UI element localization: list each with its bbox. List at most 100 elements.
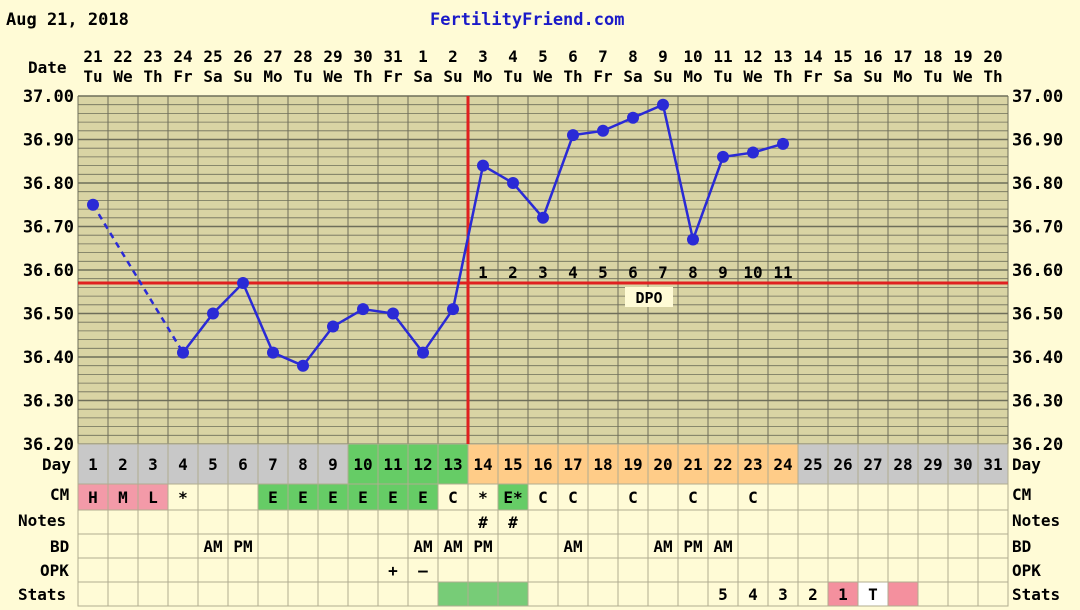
notes-cell [227,509,259,535]
stats-cell [677,581,709,607]
cm-cell [377,483,409,511]
weekday-header: Sa [833,67,852,86]
bd-cell [467,533,499,559]
chart-date: Aug 21, 2018 [6,10,129,30]
date-header: 13 [773,47,792,66]
bd-cell [857,533,889,559]
notes-cell [377,509,409,535]
stats-cell-text: 3 [778,585,788,604]
y-tick-label-left: 36.20 [23,435,74,455]
day-cell-text: 9 [328,455,338,474]
notes-cell [767,509,799,535]
opk-cell [197,557,229,583]
stats-cell [377,581,409,607]
day-cell [167,443,199,485]
notes-cell [737,509,769,535]
day-cell-text: 18 [593,455,612,474]
bd-cell-text: AM [413,537,432,556]
y-tick-label-right: 36.40 [1012,348,1063,368]
temperature-gap-line [91,204,185,354]
stats-cell [257,581,289,607]
bd-row-label-left: BD [50,537,69,556]
stats-cell [497,581,529,607]
day-cell [467,443,499,485]
day-cell-text: 10 [353,455,372,474]
day-cell-text: 17 [563,455,582,474]
opk-cell [857,557,889,583]
weekday-header: Sa [413,67,432,86]
notes-cell [347,509,379,535]
date-header: 10 [683,47,702,66]
date-header: 20 [983,47,1002,66]
y-tick-label-right: 36.30 [1012,392,1063,412]
temperature-point [417,346,429,359]
stats-cell [107,581,139,607]
date-header: 24 [173,47,192,66]
day-cell-text: 27 [863,455,882,474]
bd-cell [287,533,319,559]
dpo-number: 6 [628,263,638,282]
bd-cell [887,533,919,559]
cm-cell [347,483,379,511]
date-header: 1 [418,47,428,66]
cm-cell [287,483,319,511]
stats-row-label-right: Stats [1012,585,1060,604]
dpo-number: 1 [478,263,488,282]
bd-cell [767,533,799,559]
notes-cell [887,509,919,535]
cm-cell [617,483,649,511]
stats-cell [767,581,799,607]
notes-cell [527,509,559,535]
day-cell-text: 5 [208,455,218,474]
stats-cell [467,581,499,607]
date-header: 22 [113,47,132,66]
notes-cell [677,509,709,535]
day-cell [407,443,439,485]
day-cell [977,443,1009,485]
cm-row-label-right: CM [1012,485,1031,504]
opk-cell [977,557,1009,583]
date-header: 6 [568,47,578,66]
temperature-point [267,346,279,359]
weekday-header: Fr [173,67,192,86]
temperature-point [627,111,639,124]
stats-cell-text: 4 [748,585,758,604]
temperature-point [177,346,189,359]
bd-cell [797,533,829,559]
date-header: 21 [83,47,102,66]
day-cell-text: 21 [683,455,702,474]
dpo-number: 8 [688,263,698,282]
stats-cell [527,581,559,607]
opk-cell [947,557,979,583]
opk-cell [557,557,589,583]
weekday-header: Th [143,67,162,86]
bd-cell [527,533,559,559]
cm-cell [317,483,349,511]
opk-cell [497,557,529,583]
stats-cell [347,581,379,607]
day-cell-text: 28 [893,455,912,474]
opk-cell [767,557,799,583]
day-cell [227,443,259,485]
day-cell [707,443,739,485]
stats-cell [857,581,889,607]
opk-cell [677,557,709,583]
stats-cell [77,581,109,607]
y-tick-label-left: 36.50 [23,305,74,325]
day-cell [107,443,139,485]
day-cell-text: 7 [268,455,278,474]
cm-cell [467,483,499,511]
day-cell [197,443,229,485]
weekday-header: Tu [503,67,522,86]
date-header: 8 [628,47,638,66]
day-cell-text: 19 [623,455,642,474]
temperature-point [597,124,609,137]
date-header: 11 [713,47,732,66]
cm-cell [827,483,859,511]
y-tick-label-right: 37.00 [1012,87,1063,107]
stats-cell [617,581,649,607]
temperature-point [537,211,549,224]
cm-cell [407,483,439,511]
brand-link[interactable]: FertilityFriend.com [430,10,624,30]
day-cell-text: 1 [88,455,98,474]
